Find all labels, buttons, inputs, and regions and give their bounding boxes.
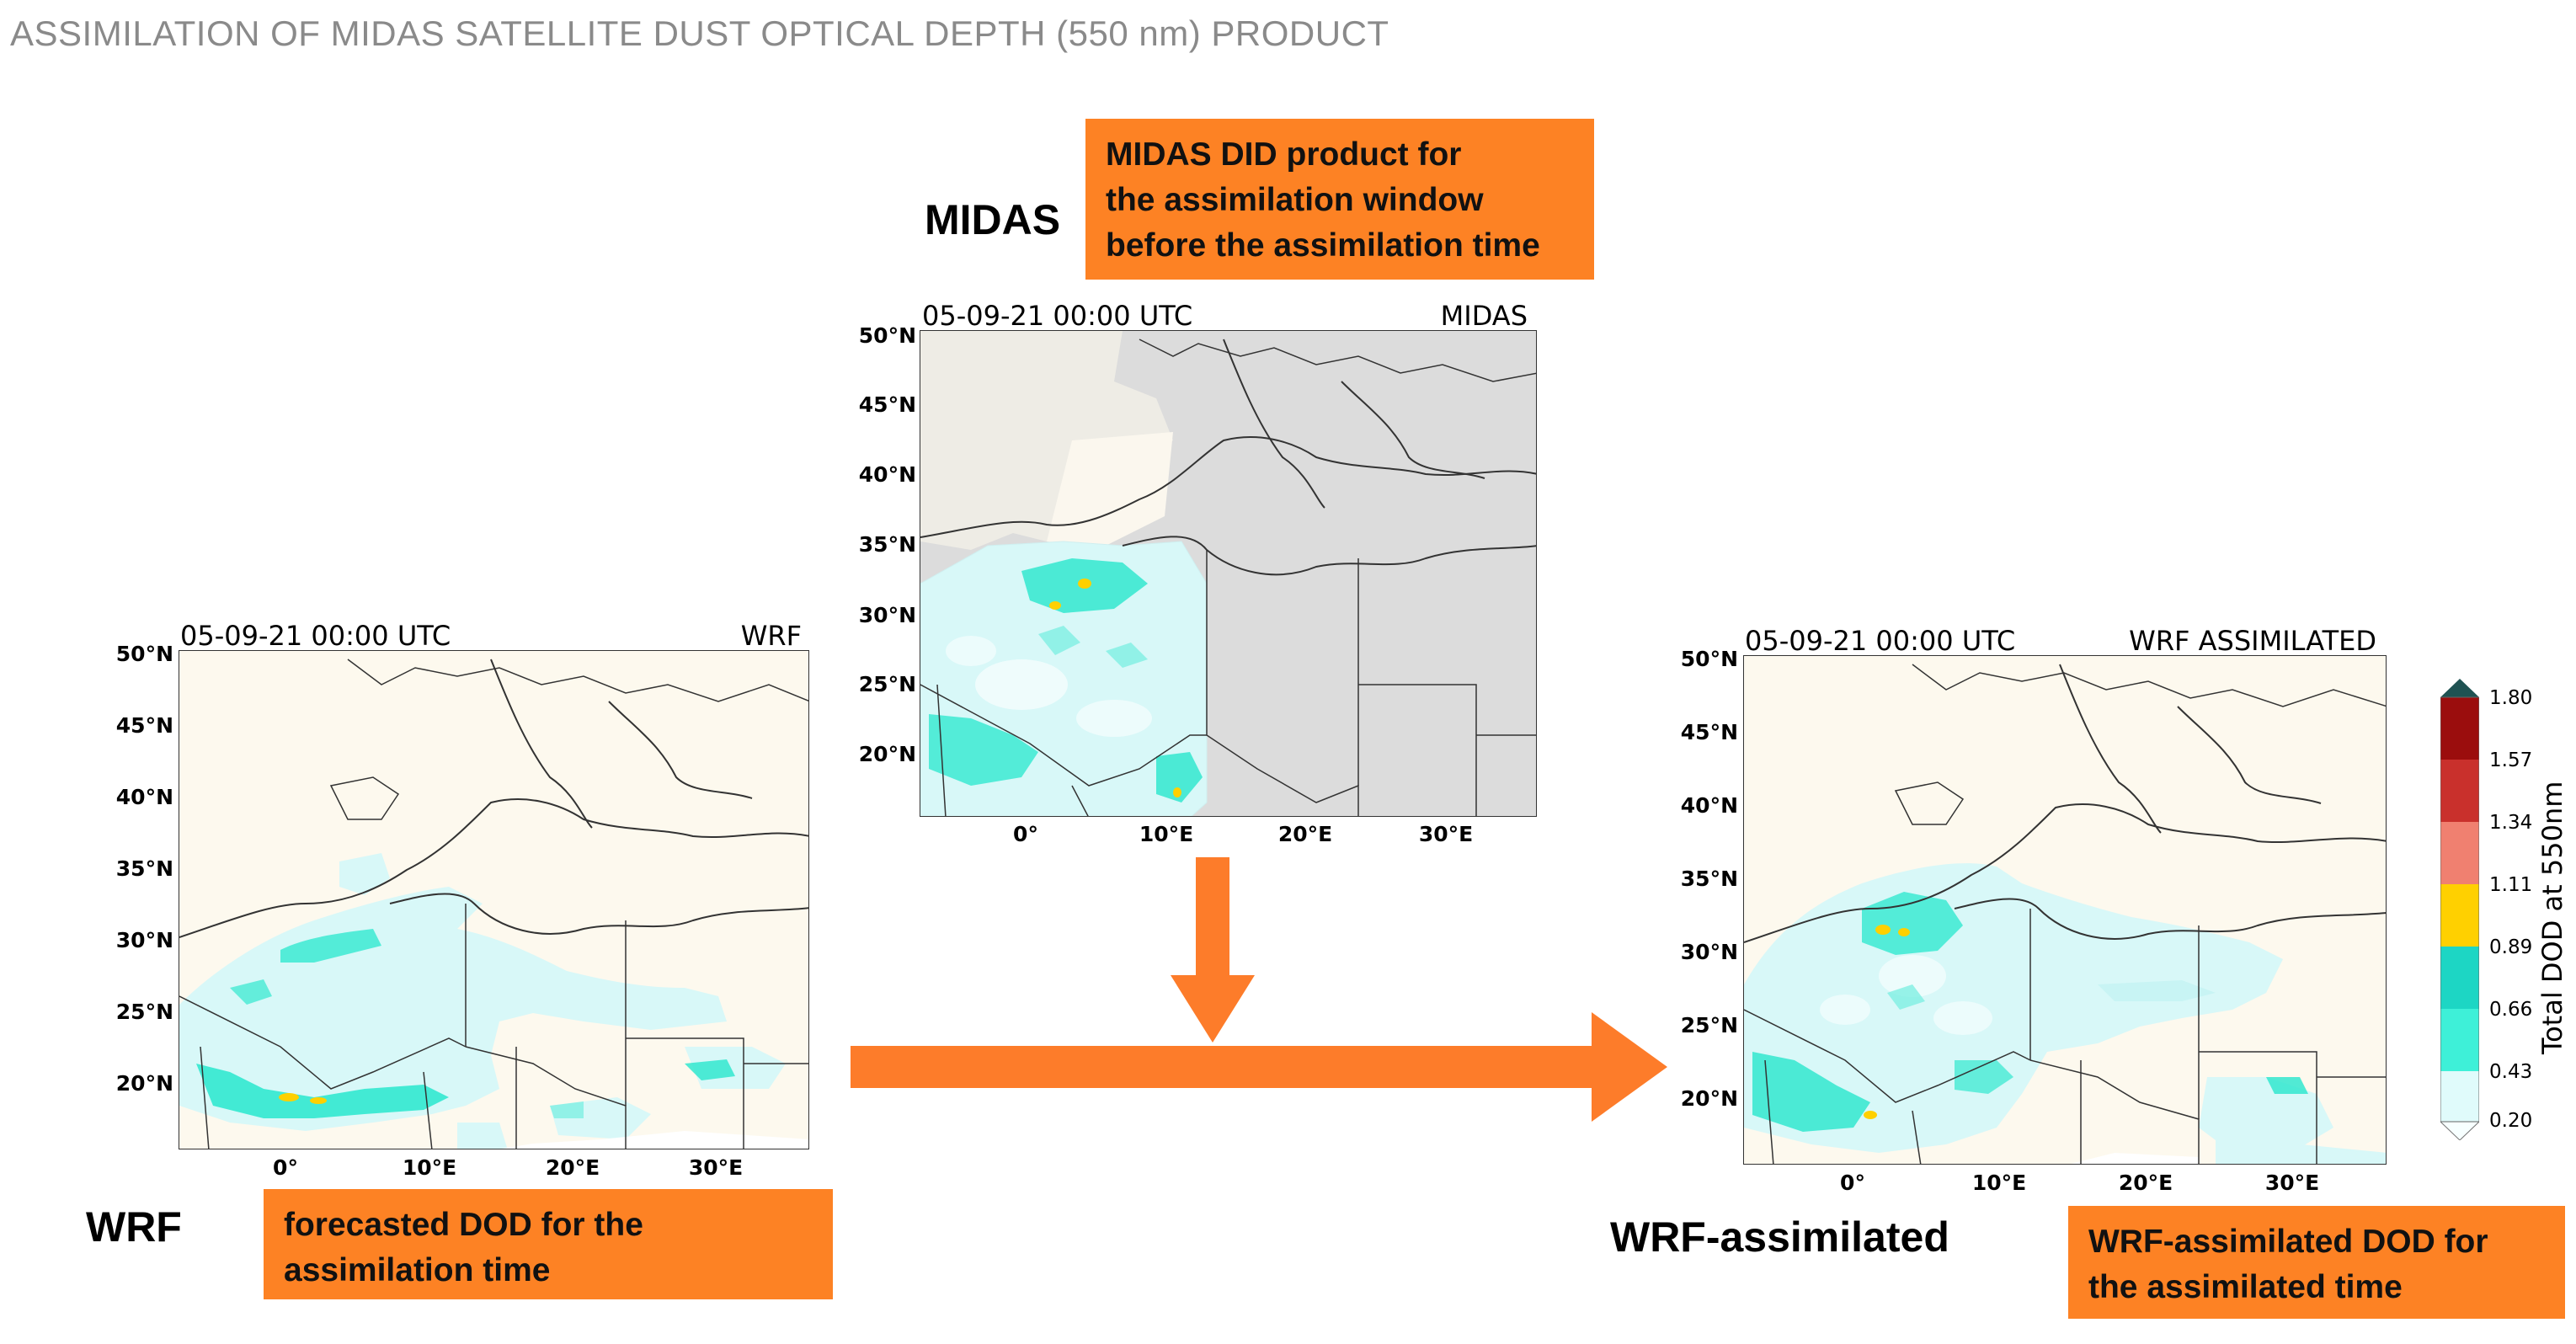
midas-label: MIDAS (925, 196, 1061, 243)
midas-lon-10e: 10°E (1139, 822, 1194, 846)
wrf-lat-25: 25°N (115, 1000, 173, 1024)
midas-lon-20e: 20°E (1277, 822, 1333, 846)
midas-lon-0: 0° (1013, 822, 1038, 846)
wrf-panel-name: WRF (740, 620, 802, 652)
midas-panel-time: 05-09-21 00:00 UTC (922, 300, 1193, 332)
wrf-lon-20e: 20°E (545, 1155, 600, 1180)
slide-title: ASSIMILATION OF MIDAS SATELLITE DUST OPT… (10, 13, 1389, 53)
colorbar-tick-0-20: 0.20 (2489, 1110, 2533, 1132)
wrf-assimilated-lat-25: 25°N (1680, 1013, 1738, 1037)
wrf-map-svg (179, 651, 808, 1149)
wrf-lat-50: 50°N (115, 642, 173, 666)
midas-callout-line1: MIDAS DID product for (1106, 136, 1462, 173)
wrf-lat-30: 30°N (115, 928, 173, 952)
midas-panel-name: MIDAS (1440, 300, 1528, 332)
wrf-assimilated-lon-20e: 20°E (2118, 1171, 2173, 1195)
wrf-assimilated-panel-time: 05-09-21 00:00 UTC (1745, 625, 2016, 657)
midas-lat-25: 25°N (858, 672, 916, 696)
down-arrow-icon (1171, 857, 1255, 1043)
colorbar-tick-1-57: 1.57 (2489, 749, 2533, 771)
midas-callout: MIDAS DID product for the assimilation w… (1085, 119, 1594, 280)
midas-callout-line3: before the assimilation time (1106, 227, 1540, 264)
wrf-assimilated-map-svg (1744, 656, 2386, 1164)
wrf-assimilated-lon-30e: 30°E (2264, 1171, 2320, 1195)
wrf-lon-0: 0° (273, 1155, 298, 1180)
colorbar-title: Total DOD at 550nm (2536, 781, 2568, 1054)
wrf-assimilated-map (1743, 655, 2387, 1165)
colorbar-tick-1-34: 1.34 (2489, 812, 2533, 834)
wrf-assimilated-lat-45: 45°N (1680, 720, 1738, 744)
wrf-label: WRF (86, 1203, 182, 1251)
wrf-callout: forecasted DOD for the assimilation time (264, 1189, 833, 1299)
wrf-assimilated-lon-0: 0° (1840, 1171, 1865, 1195)
midas-lat-45: 45°N (858, 392, 916, 417)
wrf-panel-time: 05-09-21 00:00 UTC (180, 620, 451, 652)
midas-lat-20: 20°N (858, 742, 916, 766)
colorbar (2439, 679, 2481, 1144)
wrf-lat-35: 35°N (115, 856, 173, 881)
wrf-assimilated-panel-name: WRF ASSIMILATED (2129, 625, 2376, 657)
right-arrow-icon (851, 1012, 1667, 1122)
wrf-assimilated-callout-line1: WRF-assimilated DOD for (2088, 1224, 2488, 1260)
midas-lon-30e: 30°E (1418, 822, 1474, 846)
midas-map (920, 330, 1537, 817)
wrf-lon-10e: 10°E (402, 1155, 457, 1180)
wrf-assimilated-lat-35: 35°N (1680, 867, 1738, 891)
wrf-assimilated-lon-10e: 10°E (1971, 1171, 2027, 1195)
wrf-lat-40: 40°N (115, 785, 173, 809)
colorbar-tick-0-43: 0.43 (2489, 1061, 2533, 1083)
wrf-callout-line1: forecasted DOD for the (284, 1207, 643, 1243)
midas-lat-50: 50°N (858, 323, 916, 348)
midas-callout-line2: the assimilation window (1106, 182, 1484, 218)
midas-lat-40: 40°N (858, 462, 916, 487)
wrf-assimilated-lat-20: 20°N (1680, 1086, 1738, 1111)
colorbar-tick-1-80: 1.80 (2489, 687, 2533, 709)
wrf-lat-20: 20°N (115, 1071, 173, 1096)
colorbar-tick-0-66: 0.66 (2489, 999, 2533, 1021)
wrf-assimilated-callout: WRF-assimilated DOD for the assimilated … (2068, 1206, 2565, 1319)
wrf-assimilated-lat-40: 40°N (1680, 793, 1738, 818)
wrf-lat-45: 45°N (115, 713, 173, 738)
midas-lat-30: 30°N (858, 603, 916, 627)
colorbar-svg (2439, 679, 2481, 1141)
midas-map-svg (920, 331, 1536, 816)
wrf-callout-line2: assimilation time (284, 1252, 551, 1288)
wrf-assimilated-label: WRF-assimilated (1610, 1213, 1949, 1261)
colorbar-tick-1-11: 1.11 (2489, 874, 2533, 896)
wrf-lon-30e: 30°E (688, 1155, 744, 1180)
wrf-map (179, 650, 809, 1149)
wrf-assimilated-callout-line2: the assimilated time (2088, 1269, 2403, 1305)
colorbar-tick-0-89: 0.89 (2489, 936, 2533, 958)
wrf-assimilated-lat-30: 30°N (1680, 940, 1738, 964)
wrf-assimilated-lat-50b: 50°N (1680, 647, 1738, 671)
midas-lat-35: 35°N (858, 532, 916, 557)
